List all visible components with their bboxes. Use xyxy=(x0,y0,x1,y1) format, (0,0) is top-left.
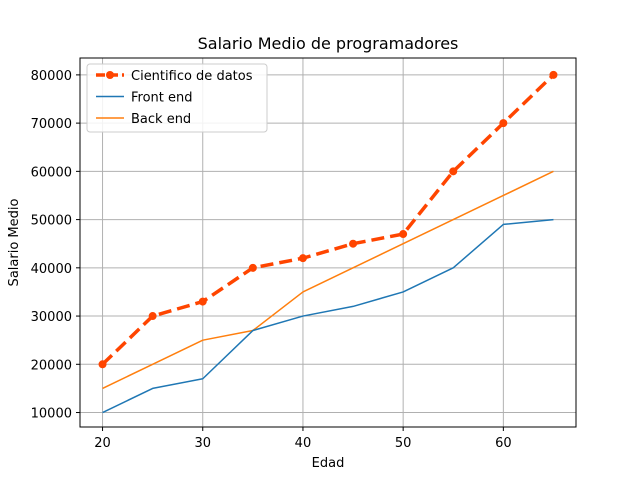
y-tick-label: 10000 xyxy=(31,407,72,422)
x-tick-label: 40 xyxy=(295,436,312,451)
series-point xyxy=(98,360,107,369)
series-point xyxy=(499,119,508,128)
x-axis: 20 30 40 50 60 xyxy=(94,427,512,451)
series-point xyxy=(198,297,207,306)
legend-box xyxy=(86,63,268,133)
series-point xyxy=(449,167,458,176)
series-line-1 xyxy=(102,218,554,414)
y-tick-label: 80000 xyxy=(31,69,72,84)
legend: Cientifico de datos Front end Back end xyxy=(86,63,268,133)
y-tick-label: 30000 xyxy=(31,310,72,325)
series-point xyxy=(349,239,358,248)
x-axis-label: Edad xyxy=(312,456,345,471)
series-line-2 xyxy=(102,170,554,390)
series-layer xyxy=(98,70,558,414)
x-tick-label: 20 xyxy=(94,436,111,451)
legend-label-1: Front end xyxy=(131,91,193,106)
series-point xyxy=(549,70,558,79)
y-tick-label: 20000 xyxy=(31,358,72,373)
series-point xyxy=(248,263,257,272)
y-tick-label: 40000 xyxy=(31,262,72,277)
legend-label-2: Back end xyxy=(131,112,191,127)
y-tick-label: 60000 xyxy=(31,165,72,180)
y-tick-label: 50000 xyxy=(31,214,72,229)
y-axis-label: Salario Medio xyxy=(7,199,22,287)
series-point xyxy=(148,312,157,321)
y-tick-label: 70000 xyxy=(31,117,72,132)
y-axis: 10000 20000 30000 40000 50000 60000 70000 80000 xyxy=(31,69,80,422)
series-line-0 xyxy=(101,73,555,366)
legend-marker xyxy=(106,71,114,79)
x-tick-label: 50 xyxy=(395,436,412,451)
series-point xyxy=(399,230,408,239)
x-tick-label: 60 xyxy=(495,436,512,451)
x-tick-label: 30 xyxy=(194,436,211,451)
series-point xyxy=(298,254,307,263)
plot-frame xyxy=(79,57,577,428)
legend-label-0: Cientifico de datos xyxy=(131,69,253,84)
chart-title: Salario Medio de programadores xyxy=(198,34,459,53)
